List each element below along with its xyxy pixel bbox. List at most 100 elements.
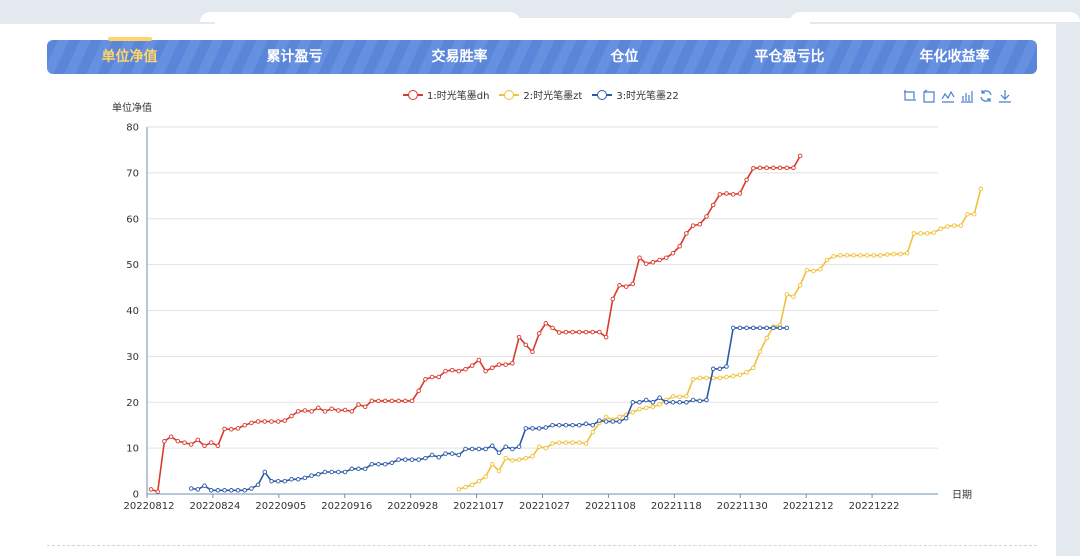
data-point-series-1[interactable] <box>229 427 234 432</box>
data-point-series-3[interactable] <box>202 483 207 488</box>
data-point-series-3[interactable] <box>530 426 535 431</box>
data-point-series-2[interactable] <box>643 405 649 411</box>
data-point-series-1[interactable] <box>255 419 261 424</box>
data-point-series-2[interactable] <box>904 250 910 256</box>
data-point-series-1[interactable] <box>316 405 321 411</box>
data-point-series-3[interactable] <box>188 486 194 491</box>
data-point-series-2[interactable] <box>978 186 984 192</box>
data-point-series-3[interactable] <box>670 400 676 405</box>
data-point-series-1[interactable] <box>208 440 214 445</box>
data-point-series-3[interactable] <box>423 455 428 461</box>
data-point-series-2[interactable] <box>871 253 877 258</box>
data-point-series-2[interactable] <box>530 454 535 459</box>
data-point-series-3[interactable] <box>570 422 575 428</box>
data-point-series-1[interactable] <box>423 377 428 382</box>
data-point-series-2[interactable] <box>918 231 923 236</box>
data-point-series-1[interactable] <box>791 165 796 171</box>
data-point-series-1[interactable] <box>610 296 616 302</box>
data-point-series-2[interactable] <box>784 292 790 297</box>
data-point-series-1[interactable] <box>389 398 395 404</box>
data-point-series-3[interactable] <box>356 466 361 472</box>
data-point-series-3[interactable] <box>362 466 368 472</box>
data-point-series-1[interactable] <box>403 398 408 404</box>
data-point-series-3[interactable] <box>751 325 756 331</box>
data-point-series-1[interactable] <box>222 426 227 432</box>
zoom-reset-icon[interactable] <box>922 89 936 103</box>
data-point-series-1[interactable] <box>416 388 421 394</box>
data-point-series-2[interactable] <box>670 394 676 399</box>
data-point-series-2[interactable] <box>704 375 709 381</box>
data-point-series-3[interactable] <box>771 325 776 331</box>
data-point-series-3[interactable] <box>510 446 515 452</box>
data-point-series-3[interactable] <box>235 488 241 493</box>
data-point-series-1[interactable] <box>322 409 328 414</box>
data-point-series-3[interactable] <box>443 451 448 456</box>
data-point-series-1[interactable] <box>162 438 167 444</box>
data-point-series-3[interactable] <box>456 452 462 458</box>
data-point-series-1[interactable] <box>188 442 194 447</box>
tab-close-pnl-ratio[interactable]: 平仓盈亏比 <box>754 49 825 65</box>
data-point-series-1[interactable] <box>249 420 254 426</box>
data-point-series-3[interactable] <box>777 325 783 331</box>
data-point-series-3[interactable] <box>643 397 649 403</box>
data-point-series-1[interactable] <box>690 223 696 228</box>
data-point-series-2[interactable] <box>858 253 863 258</box>
data-point-series-1[interactable] <box>356 402 361 407</box>
data-point-series-2[interactable] <box>831 254 836 259</box>
data-point-series-3[interactable] <box>215 488 221 493</box>
data-point-series-1[interactable] <box>195 437 201 443</box>
data-point-series-3[interactable] <box>469 446 475 452</box>
data-point-series-1[interactable] <box>202 443 207 449</box>
data-point-series-3[interactable] <box>657 395 662 400</box>
data-point-series-2[interactable] <box>476 478 482 484</box>
data-point-series-1[interactable] <box>777 165 783 171</box>
data-point-series-3[interactable] <box>289 477 294 482</box>
data-point-series-1[interactable] <box>503 362 508 367</box>
data-point-series-3[interactable] <box>637 400 642 405</box>
data-point-series-3[interactable] <box>724 364 729 369</box>
data-point-series-3[interactable] <box>503 444 508 449</box>
data-point-series-1[interactable] <box>295 409 301 414</box>
data-point-series-2[interactable] <box>911 231 917 236</box>
data-point-series-3[interactable] <box>744 325 749 331</box>
tab-cumulative-pnl[interactable]: 累计盈亏 <box>266 49 323 65</box>
data-point-series-2[interactable] <box>730 373 736 379</box>
data-point-series-3[interactable] <box>342 469 348 475</box>
data-point-series-1[interactable] <box>684 231 689 236</box>
legend-item-series-3[interactable]: 3:时光笔墨22 <box>592 87 679 102</box>
tab-unit-nav[interactable]: 单位净值 <box>47 37 212 74</box>
data-point-series-3[interactable] <box>449 451 455 456</box>
data-point-series-1[interactable] <box>751 166 756 171</box>
data-point-series-1[interactable] <box>376 398 381 404</box>
data-point-series-1[interactable] <box>476 357 482 363</box>
data-point-series-3[interactable] <box>389 460 395 466</box>
data-point-series-1[interactable] <box>523 342 529 348</box>
data-point-series-3[interactable] <box>597 418 602 423</box>
legend-item-series-2[interactable]: 2:时光笔墨zt <box>499 87 582 102</box>
data-point-series-2[interactable] <box>543 445 549 451</box>
data-point-series-1[interactable] <box>771 165 776 171</box>
data-point-series-3[interactable] <box>550 422 555 428</box>
data-point-series-1[interactable] <box>757 165 763 171</box>
data-point-series-1[interactable] <box>483 368 488 374</box>
data-point-series-2[interactable] <box>791 294 796 299</box>
data-point-series-2[interactable] <box>637 406 642 412</box>
data-point-series-1[interactable] <box>215 443 221 449</box>
data-point-series-2[interactable] <box>804 267 810 273</box>
data-point-series-1[interactable] <box>583 329 589 335</box>
data-point-series-2[interactable] <box>677 394 682 399</box>
data-point-series-1[interactable] <box>262 419 268 424</box>
data-point-series-3[interactable] <box>208 488 214 493</box>
data-point-series-3[interactable] <box>369 461 375 467</box>
data-point-series-1[interactable] <box>155 489 160 494</box>
tab-win-rate[interactable]: 交易胜率 <box>431 49 488 65</box>
data-point-series-1[interactable] <box>550 325 555 331</box>
data-point-series-2[interactable] <box>945 224 950 229</box>
data-point-series-3[interactable] <box>403 457 408 462</box>
data-point-series-1[interactable] <box>737 191 743 196</box>
data-point-series-2[interactable] <box>737 372 743 377</box>
data-point-series-2[interactable] <box>469 482 475 488</box>
data-point-series-2[interactable] <box>951 223 957 228</box>
data-point-series-1[interactable] <box>275 419 281 424</box>
data-point-series-2[interactable] <box>958 223 964 228</box>
